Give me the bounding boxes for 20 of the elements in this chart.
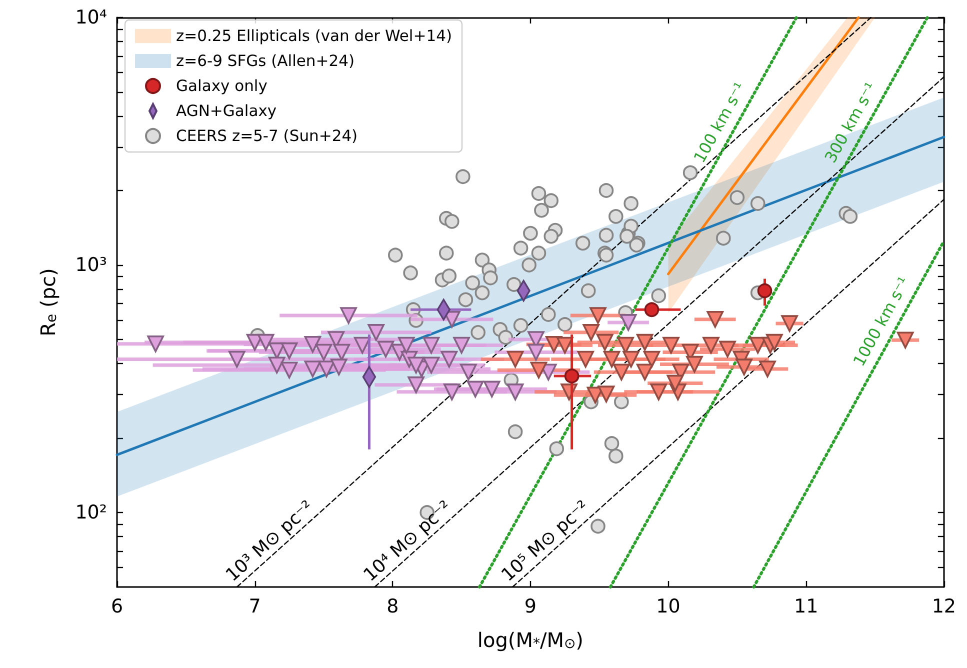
- y-tick-label: 10⁴: [75, 6, 108, 28]
- x-tick-label: 8: [386, 596, 399, 618]
- x-tick-label: 12: [932, 596, 956, 618]
- x-tick-label: 10: [656, 596, 680, 618]
- x-axis-title: log(M*/M⊙): [477, 628, 584, 652]
- legend-label: Galaxy only: [176, 77, 268, 95]
- x-tick-label: 7: [248, 596, 261, 618]
- y-tick-label: 10³: [75, 254, 107, 276]
- y-tick-label: 10²: [75, 501, 107, 524]
- legend-label: AGN+Galaxy: [176, 102, 277, 120]
- legend-label: z=0.25 Ellipticals (van der Wel+14): [176, 27, 452, 45]
- text: 1000 km s⁻¹: [849, 274, 914, 370]
- y-axis-title: Re (pc): [36, 268, 60, 336]
- legend-label: z=6-9 SFGs (Allen+24): [176, 52, 355, 70]
- text: 300 km s⁻¹: [820, 79, 880, 166]
- text: 100 km s⁻¹: [690, 79, 750, 166]
- x-tick-label: 9: [524, 596, 537, 618]
- legend-label: CEERS z=5-7 (Sun+24): [176, 127, 358, 145]
- x-tick-label: 6: [110, 596, 124, 618]
- x-tick-label: 11: [794, 596, 818, 618]
